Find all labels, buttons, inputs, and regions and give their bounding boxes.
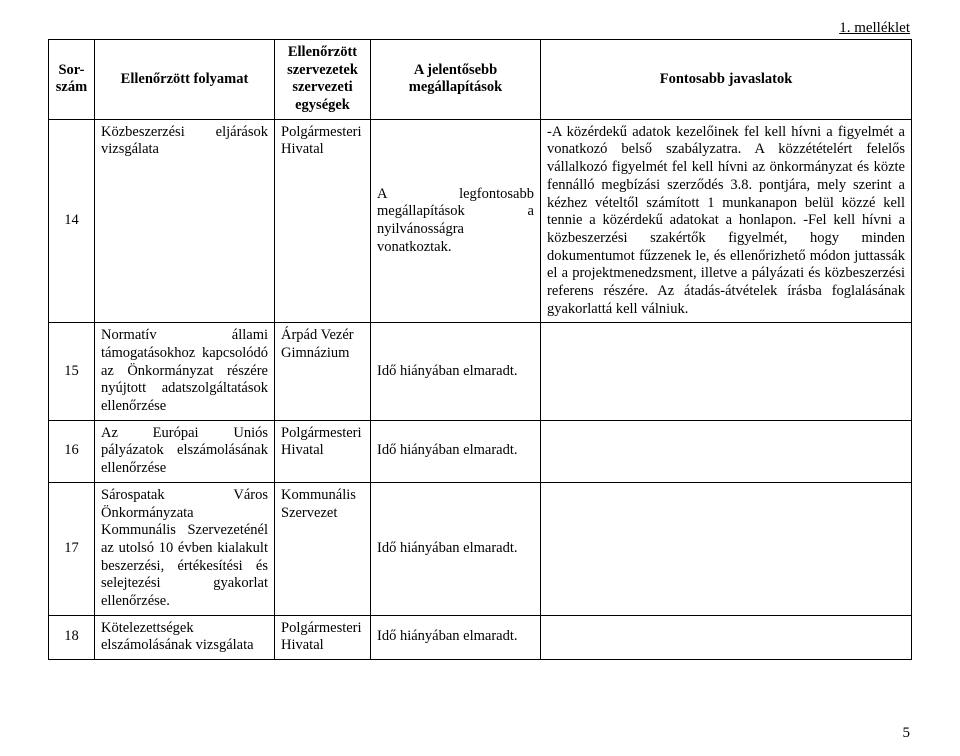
cell-process: Kötelezettségek elszámolásának vizsgálat… bbox=[95, 615, 275, 659]
cell-process: Normatív állami támogatásokhoz kapcsolód… bbox=[95, 323, 275, 420]
cell-findings: A legfontosabb megállapítások a nyilváno… bbox=[371, 119, 541, 323]
table-row: 14 Közbeszerzési eljárások vizsgálata Po… bbox=[49, 119, 912, 323]
cell-org: Kommunális Szervezet bbox=[275, 482, 371, 615]
cell-findings: Idő hiányában elmaradt. bbox=[371, 323, 541, 420]
header-javaslatok: Fontosabb javaslatok bbox=[541, 40, 912, 120]
cell-recs: -A közérdekű adatok kezelőinek fel kell … bbox=[541, 119, 912, 323]
page-number: 5 bbox=[903, 725, 911, 742]
cell-process: Az Európai Uniós pályázatok elszámolásán… bbox=[95, 420, 275, 482]
cell-org: Polgármesteri Hivatal bbox=[275, 119, 371, 323]
table-row: 16 Az Európai Uniós pályázatok elszámolá… bbox=[49, 420, 912, 482]
cell-num: 17 bbox=[49, 482, 95, 615]
cell-num: 18 bbox=[49, 615, 95, 659]
cell-num: 16 bbox=[49, 420, 95, 482]
table-row: 15 Normatív állami támogatásokhoz kapcso… bbox=[49, 323, 912, 420]
header-sorszam: Sor-szám bbox=[49, 40, 95, 120]
cell-recs bbox=[541, 420, 912, 482]
table-row: 18 Kötelezettségek elszámolásának vizsgá… bbox=[49, 615, 912, 659]
attachment-label: 1. melléklet bbox=[48, 20, 910, 37]
cell-recs bbox=[541, 615, 912, 659]
audit-table: Sor-szám Ellenőrzött folyamat Ellenőrzöt… bbox=[48, 39, 912, 660]
cell-org: Polgármesteri Hivatal bbox=[275, 615, 371, 659]
cell-findings: Idő hiányában elmaradt. bbox=[371, 482, 541, 615]
header-szervezetek: Ellenőrzött szervezetek szervezeti egysé… bbox=[275, 40, 371, 120]
cell-findings: Idő hiányában elmaradt. bbox=[371, 615, 541, 659]
cell-recs bbox=[541, 323, 912, 420]
cell-findings: Idő hiányában elmaradt. bbox=[371, 420, 541, 482]
cell-process: Sárospatak Város Önkormányzata Kommunáli… bbox=[95, 482, 275, 615]
cell-org: Árpád Vezér Gimnázium bbox=[275, 323, 371, 420]
page: 1. melléklet Sor-szám Ellenőrzött folyam… bbox=[0, 0, 960, 756]
cell-num: 14 bbox=[49, 119, 95, 323]
header-folyamat: Ellenőrzött folyamat bbox=[95, 40, 275, 120]
cell-num: 15 bbox=[49, 323, 95, 420]
header-megallapitasok: A jelentősebb megállapítások bbox=[371, 40, 541, 120]
table-header-row: Sor-szám Ellenőrzött folyamat Ellenőrzöt… bbox=[49, 40, 912, 120]
table-row: 17 Sárospatak Város Önkormányzata Kommun… bbox=[49, 482, 912, 615]
cell-org: Polgármesteri Hivatal bbox=[275, 420, 371, 482]
cell-recs bbox=[541, 482, 912, 615]
cell-process: Közbeszerzési eljárások vizsgálata bbox=[95, 119, 275, 323]
